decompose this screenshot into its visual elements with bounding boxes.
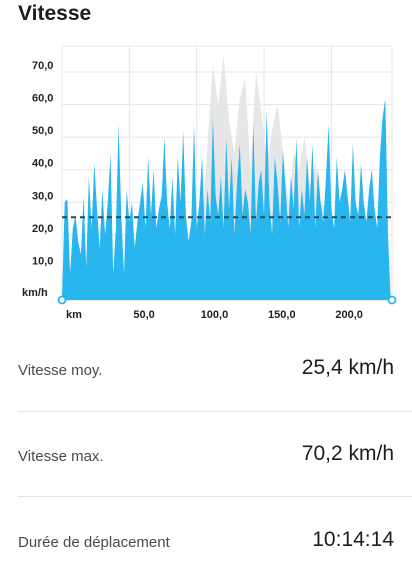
x-tick-label: 200,0 bbox=[335, 309, 363, 321]
y-axis-labels: 10,0 20,0 30,0 40,0 50,0 60,0 70,0 bbox=[32, 60, 53, 267]
y-axis-unit-label: km/h bbox=[22, 287, 48, 299]
section-title: Vitesse bbox=[18, 2, 92, 25]
y-tick-label: 20,0 bbox=[32, 223, 53, 235]
y-tick-label: 40,0 bbox=[32, 158, 53, 170]
stat-value-average-speed: 25,4 km/h bbox=[301, 356, 394, 379]
stat-value-moving-time: 10:14:14 bbox=[312, 528, 394, 551]
stat-row-average-speed: Vitesse moy. 25,4 km/h bbox=[18, 356, 394, 386]
speed-area bbox=[62, 98, 391, 300]
stat-value-max-speed: 70,2 km/h bbox=[301, 442, 394, 465]
x-tick-label: 100,0 bbox=[201, 309, 229, 321]
y-tick-label: 30,0 bbox=[32, 190, 53, 202]
x-axis-unit-label: km bbox=[66, 309, 82, 321]
range-handle-left[interactable] bbox=[57, 295, 67, 305]
stat-label-average-speed: Vitesse moy. bbox=[18, 362, 103, 379]
y-tick-label: 70,0 bbox=[32, 60, 53, 72]
x-axis-labels: 50,0 100,0 150,0 200,0 bbox=[133, 309, 363, 321]
y-tick-label: 60,0 bbox=[32, 93, 53, 105]
range-handle-right[interactable] bbox=[387, 295, 397, 305]
stat-row-moving-time: Durée de déplacement 10:14:14 bbox=[18, 528, 394, 558]
stat-label-moving-time: Durée de déplacement bbox=[18, 534, 170, 551]
divider bbox=[18, 411, 412, 412]
x-tick-label: 50,0 bbox=[133, 309, 154, 321]
divider bbox=[18, 496, 412, 497]
stat-row-max-speed: Vitesse max. 70,2 km/h bbox=[18, 442, 394, 472]
x-tick-label: 150,0 bbox=[268, 309, 296, 321]
y-tick-label: 10,0 bbox=[32, 255, 53, 267]
speed-chart[interactable]: 10,020,030,040,050,060,070,0 km/h 50,0 10… bbox=[0, 40, 412, 330]
stat-label-max-speed: Vitesse max. bbox=[18, 448, 104, 465]
y-tick-label: 50,0 bbox=[32, 125, 53, 137]
